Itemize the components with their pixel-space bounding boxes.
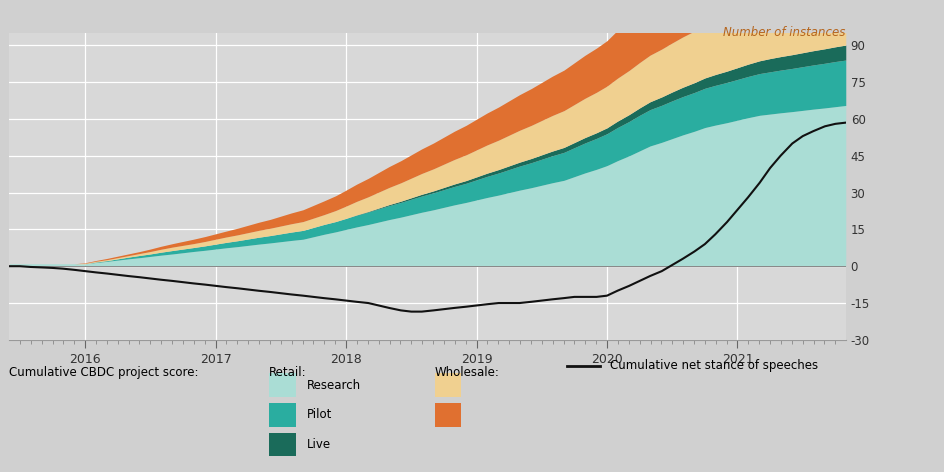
Text: Research: Research — [307, 379, 361, 392]
Text: Number of instances: Number of instances — [723, 26, 845, 39]
Text: Cumulative net stance of speeches: Cumulative net stance of speeches — [609, 359, 817, 372]
Bar — [269, 403, 295, 427]
Bar — [434, 373, 461, 396]
Bar — [269, 433, 295, 456]
Bar — [269, 373, 295, 396]
Text: Cumulative CBDC project score:: Cumulative CBDC project score: — [9, 365, 199, 379]
Text: Live: Live — [307, 438, 331, 451]
Text: Retail:: Retail: — [269, 365, 307, 379]
Bar — [434, 403, 461, 427]
Text: Wholesale:: Wholesale: — [434, 365, 499, 379]
Text: Pilot: Pilot — [307, 408, 332, 421]
